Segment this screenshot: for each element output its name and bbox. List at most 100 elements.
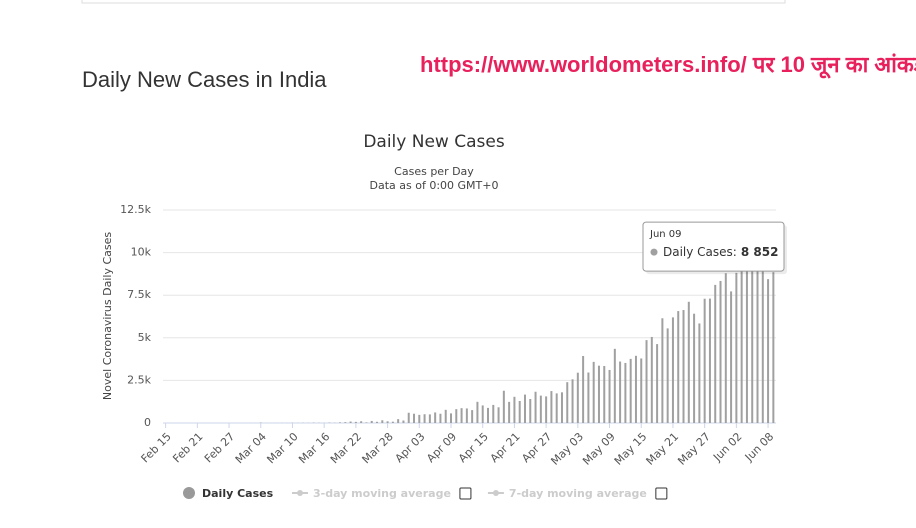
bar: [650, 336, 653, 423]
y-tick-label: 7.5k: [127, 288, 151, 301]
bar: [539, 395, 542, 423]
bar: [730, 291, 733, 423]
chart-subtitle: Cases per Day: [394, 165, 474, 178]
bar: [751, 261, 754, 423]
chart-title: Daily New Cases: [363, 132, 505, 152]
bar: [376, 421, 379, 423]
bar: [471, 410, 474, 423]
bar: [624, 362, 627, 423]
legend-item[interactable]: 3-day moving average: [313, 487, 451, 500]
bar: [629, 358, 632, 423]
bar: [402, 420, 405, 423]
bar: [545, 396, 548, 423]
bar: [656, 344, 659, 423]
bar: [587, 372, 590, 423]
bar: [576, 372, 579, 423]
bar: [486, 407, 489, 423]
legend-checkbox[interactable]: [655, 487, 668, 500]
bar: [386, 421, 389, 423]
bar: [423, 414, 426, 423]
legend-marker: [183, 487, 195, 499]
bar: [756, 245, 759, 423]
bar: [497, 407, 500, 423]
bar: [460, 408, 463, 423]
bar: [492, 404, 495, 423]
bar: [370, 420, 373, 423]
x-tick-label: May 09: [580, 430, 618, 468]
bar: [418, 414, 421, 423]
legend-marker: [297, 490, 303, 496]
bar: [476, 401, 479, 423]
bar: [740, 258, 743, 423]
bar: [555, 393, 558, 423]
bar: [666, 328, 669, 423]
bar: [613, 348, 616, 423]
y-tick-label: 2.5k: [127, 373, 151, 386]
x-tick-label: Mar 28: [360, 430, 396, 466]
x-tick-label: Mar 22: [328, 430, 364, 466]
bar: [428, 414, 431, 423]
bar: [434, 412, 437, 423]
y-tick-label: 5k: [138, 331, 152, 344]
bar: [550, 391, 553, 423]
bar: [571, 379, 574, 423]
tooltip-text: Daily Cases: 8 852: [663, 245, 778, 259]
bar: [682, 310, 685, 423]
bar: [592, 361, 595, 423]
page-heading: Daily New Cases in India: [82, 67, 327, 92]
x-tick-label: May 03: [548, 430, 586, 468]
x-tick-label: Feb 27: [202, 430, 237, 465]
bar: [735, 272, 738, 423]
bar: [703, 298, 706, 423]
legend-checkbox[interactable]: [459, 487, 472, 500]
bar: [597, 365, 600, 423]
bar: [724, 273, 727, 423]
bar: [603, 366, 606, 423]
bar: [534, 391, 537, 423]
bar: [560, 392, 563, 423]
tooltip-dot: [650, 248, 658, 256]
bar: [661, 318, 664, 423]
bar: [523, 394, 526, 423]
bar: [566, 382, 569, 423]
x-tick-label: Apr 03: [393, 430, 428, 465]
x-tick-label: Mar 10: [264, 430, 300, 466]
bar: [465, 408, 468, 423]
x-tick-label: Jun 02: [710, 430, 744, 464]
tooltip-date: Jun 09: [649, 229, 682, 240]
tooltip: Jun 09 Daily Cases: 8 852: [642, 221, 787, 275]
x-tick-label: Feb 15: [139, 430, 174, 465]
bar: [391, 421, 394, 423]
x-tick-label: Jun 08: [742, 430, 776, 464]
bar: [381, 420, 384, 423]
bar: [508, 401, 511, 423]
bar: [354, 421, 357, 423]
x-tick-label: Mar 04: [233, 430, 269, 466]
y-tick-label: 0: [144, 416, 151, 429]
x-tick-label: Feb 21: [170, 430, 205, 465]
x-tick-label: Mar 16: [296, 430, 332, 466]
tooltip-label: Daily Cases:: [663, 245, 737, 259]
annotation: https://www.worldometers.info/ पर 10 जून…: [420, 52, 916, 79]
bar: [761, 237, 764, 423]
bar: [619, 361, 622, 423]
legend-item[interactable]: 7-day moving average: [509, 487, 647, 500]
x-tick-label: Apr 09: [424, 430, 459, 465]
bar: [455, 409, 458, 423]
bar: [360, 421, 363, 423]
x-tick-label: May 15: [612, 430, 650, 468]
bar: [339, 422, 342, 423]
y-tick-label: 10k: [131, 246, 152, 259]
tooltip-box: [642, 221, 785, 272]
legend-item[interactable]: Daily Cases: [202, 487, 274, 500]
bar: [407, 412, 410, 423]
chart-note: Data as of 0:00 GMT+0: [370, 179, 499, 192]
bar: [413, 413, 416, 423]
bar: [671, 317, 674, 423]
x-tick-label: Apr 21: [488, 430, 523, 465]
bar: [397, 419, 400, 423]
bar: [529, 399, 532, 423]
bar: [513, 396, 516, 423]
bar: [439, 413, 442, 423]
bar: [677, 311, 680, 423]
